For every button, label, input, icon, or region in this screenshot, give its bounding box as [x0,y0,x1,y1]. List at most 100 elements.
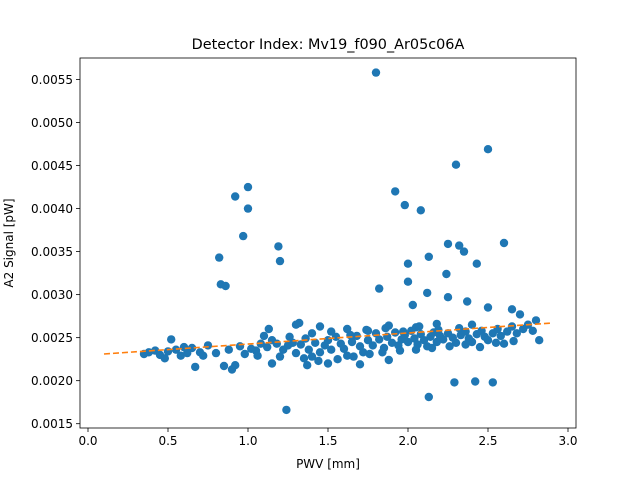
data-point [416,206,425,215]
data-point [407,326,416,335]
x-tick-label: 3.0 [558,434,577,448]
data-point [315,322,325,331]
data-point [472,259,481,268]
data-point [475,342,485,352]
data-point [461,340,470,349]
data-point [239,231,248,241]
x-tick-label: 1.5 [318,434,337,448]
data-point [499,339,509,348]
data-point [515,310,525,319]
data-point [442,269,451,279]
data-point [391,187,400,196]
data-point [199,351,208,360]
y-tick-label: 0.0055 [31,73,73,87]
data-point [450,378,459,387]
data-point [463,297,472,306]
data-point [467,320,477,329]
data-point [160,354,169,363]
data-point [512,329,521,338]
data-point [424,252,433,261]
chart-title: Detector Index: Mv19_f090_Ar05c06A [192,37,465,53]
x-tick-label: 0.5 [158,434,177,448]
data-point [378,348,387,357]
data-point [215,253,224,262]
data-point [224,345,233,354]
data-point [384,355,393,365]
data-point [327,345,336,354]
data-point [339,344,349,353]
x-tick-label: 2.0 [398,434,417,448]
data-point [296,340,305,349]
y-tick-label: 0.0050 [31,116,73,130]
data-point [499,238,509,248]
data-point [375,335,384,344]
data-point [307,329,317,338]
data-point [375,284,384,293]
y-tick-label: 0.0035 [31,245,73,259]
ticks-layer: 0.0 0.5 1.0 1.5 2.0 2.5 3.0 0.0015 0.0020 0.0025 0… [31,73,578,448]
data-point [240,349,249,359]
data-point [411,345,421,354]
data-point [167,335,176,344]
data-point [509,336,518,346]
data-point [347,337,357,347]
data-point [203,341,213,350]
data-point [423,288,432,298]
y-tick-label: 0.0020 [31,374,73,388]
x-tick-label: 2.5 [478,434,497,448]
data-point [445,342,454,351]
data-point [282,405,291,415]
fit-line [103,322,553,355]
data-point [451,338,461,347]
data-point [323,336,333,345]
data-point [303,361,312,370]
data-point [483,145,493,154]
data-point [471,377,480,386]
data-point [403,259,413,268]
y-tick-label: 0.0030 [31,288,73,302]
data-point [299,354,309,363]
data-point [231,192,240,201]
data-point [443,293,453,302]
data-point [221,281,230,291]
data-point [403,337,413,347]
data-point [459,247,469,256]
data-point [427,343,437,353]
data-point [267,359,277,368]
data-point [491,338,501,347]
y-axis-label: A2 Signal [pW] [2,198,16,287]
data-point [291,348,301,358]
data-point [399,327,408,336]
data-point [365,349,374,359]
data-point [183,348,192,358]
data-point [368,341,377,350]
data-point [304,345,313,354]
data-point [311,338,320,347]
data-point [263,342,272,352]
data-point [227,365,237,374]
data-point [415,322,424,331]
data-point [535,336,544,345]
data-point [443,239,453,249]
y-tick-label: 0.0040 [31,202,73,216]
data-point [362,325,371,335]
data-point [424,392,433,402]
data-point [253,351,262,360]
data-point [346,330,355,340]
data-point [349,352,358,361]
data-point [455,241,464,250]
y-tick-label: 0.0045 [31,159,73,173]
data-point [381,324,390,333]
data-point [333,355,342,364]
data-point [387,338,397,347]
data-point [403,277,413,286]
data-point [323,359,333,368]
data-point [285,332,294,341]
x-tick-label: 0.0 [78,434,97,448]
data-point [483,303,493,312]
data-point [488,378,497,387]
data-point [235,342,245,351]
data-point [315,348,325,357]
data-point [391,328,400,337]
